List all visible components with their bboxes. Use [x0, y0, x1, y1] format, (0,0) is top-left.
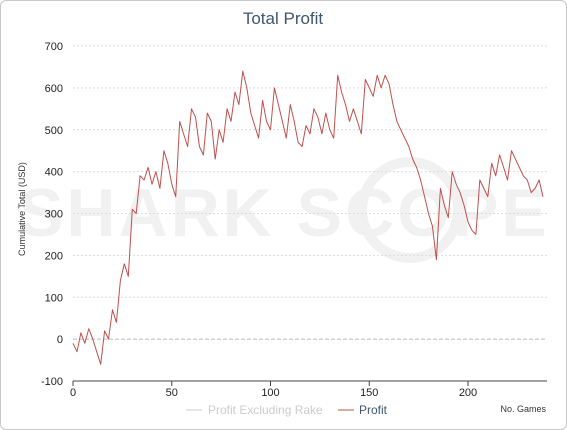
x-axis-ticks: 0 50 100 150 200 — [70, 381, 477, 399]
legend-item-profit[interactable]: Profit — [338, 403, 388, 417]
y-axis-title: Cumulative Total (USD) — [17, 162, 27, 256]
x-tick-label: 150 — [360, 387, 378, 399]
series-layer — [72, 70, 544, 365]
legend-label-profit-excluding-rake: Profit Excluding Rake — [208, 403, 323, 417]
chart-title: Total Profit — [243, 9, 324, 28]
watermark-scope-icon — [357, 157, 463, 263]
grid — [73, 45, 547, 340]
x-tick-label: 100 — [261, 387, 279, 399]
series-line-profit[interactable] — [72, 70, 544, 365]
x-tick-label: 200 — [459, 387, 477, 399]
y-tick-label: 500 — [45, 125, 63, 137]
y-tick-label: 100 — [45, 292, 63, 304]
y-tick-label: 0 — [57, 334, 63, 346]
legend-item-profit-excluding-rake[interactable]: Profit Excluding Rake — [186, 403, 323, 417]
y-tick-label: -100 — [41, 376, 63, 388]
legend: Profit Excluding Rake Profit — [186, 403, 388, 417]
y-tick-label: 700 — [45, 41, 63, 53]
y-axis-ticks: 700 600 500 400 300 200 100 0 -100 — [41, 41, 63, 388]
y-tick-label: 600 — [45, 83, 63, 95]
legend-label-profit: Profit — [359, 403, 388, 417]
y-tick-label: 300 — [45, 209, 63, 221]
x-axis-title: No. Games — [500, 404, 546, 414]
x-tick-label: 50 — [166, 387, 178, 399]
y-tick-label: 200 — [45, 250, 63, 262]
y-tick-label: 400 — [45, 167, 63, 179]
x-tick-label: 0 — [70, 387, 76, 399]
